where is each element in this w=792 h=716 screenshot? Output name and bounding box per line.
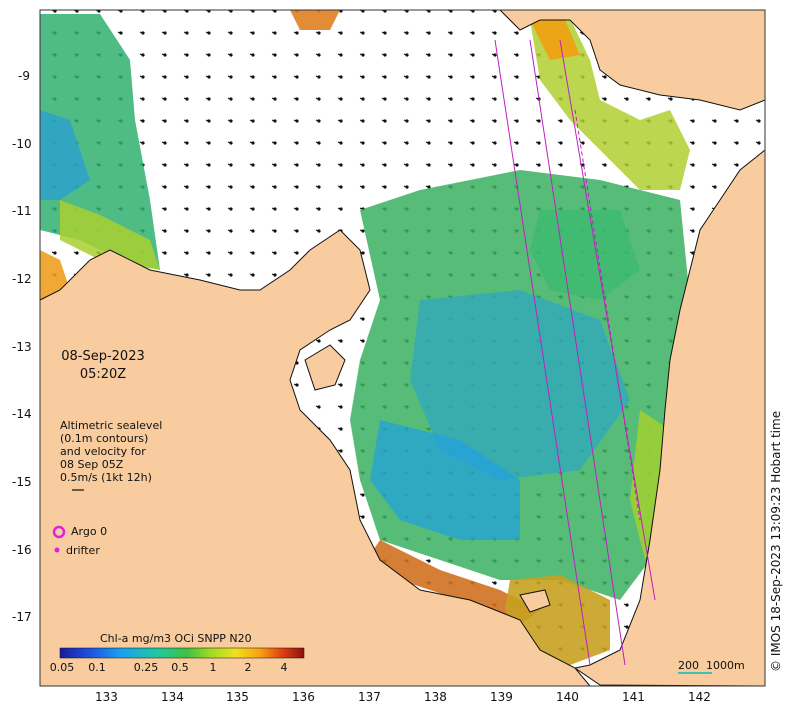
lon-label: 140 [556,690,579,704]
lon-label: 139 [490,690,513,704]
colorbar-tick: 0.1 [88,661,106,674]
lon-label: 137 [358,690,381,704]
altimetry-note-line: (0.1m contours) [60,432,149,445]
lon-label: 142 [688,690,711,704]
lat-label: -10 [12,137,32,151]
lat-label: -17 [12,610,32,624]
groote-eylandt [304,344,346,391]
argo-legend-label: Argo 0 [71,525,108,538]
map-date: 08-Sep-2023 [61,349,145,364]
colorbar-tick: 4 [280,661,288,674]
colorbar-tick: 2 [244,661,252,674]
lat-label: -16 [12,543,32,557]
lat-label: -11 [12,204,32,218]
cape-york-peninsula [573,148,766,687]
colorbar-tick: 0.5 [171,661,189,674]
lat-label: -15 [12,475,32,489]
altimetry-note-line: 0.5m/s (1kt 12h) [60,471,152,484]
drifter-marker-icon [54,547,60,553]
new-guinea-coast [405,9,766,111]
wellesley-islands [519,589,551,613]
map-time: 05:20Z [79,367,127,382]
altimetry-note-line: 08 Sep 05Z [60,458,124,471]
lat-label: -9 [18,69,30,83]
scale-bar-label: 200 1000m [678,659,745,672]
lat-label: -12 [12,272,32,286]
colorbar-tick: 0.25 [133,661,159,674]
credit-text: © IMOS 18-Sep-2023 13:09:23 Hobart time [769,410,783,672]
lat-label: -13 [12,340,32,354]
drifter-legend-label: drifter [66,544,100,557]
altimetry-note-line: Altimetric sealevel [60,419,163,432]
chlorophyll-layer [40,10,690,665]
lon-label: 138 [424,690,447,704]
lon-label: 136 [292,690,315,704]
colorbar-tick: 1 [209,661,217,674]
land-layer [39,9,766,687]
lat-label: -14 [12,407,32,421]
arnhem-land [39,229,592,687]
colorbar-title: Chl-a mg/m3 OCi SNPP N20 [100,632,252,645]
argo-marker-icon [52,525,66,539]
lon-label: 134 [161,690,184,704]
lon-label: 135 [226,690,249,704]
satellite-tracks [494,39,656,666]
lon-label: 133 [95,690,118,704]
lon-label: 141 [622,690,645,704]
plot-frame [39,9,766,687]
colorbar [59,647,305,659]
colorbar-tick: 0.05 [49,661,75,674]
altimetry-note-line: and velocity for [60,445,146,458]
